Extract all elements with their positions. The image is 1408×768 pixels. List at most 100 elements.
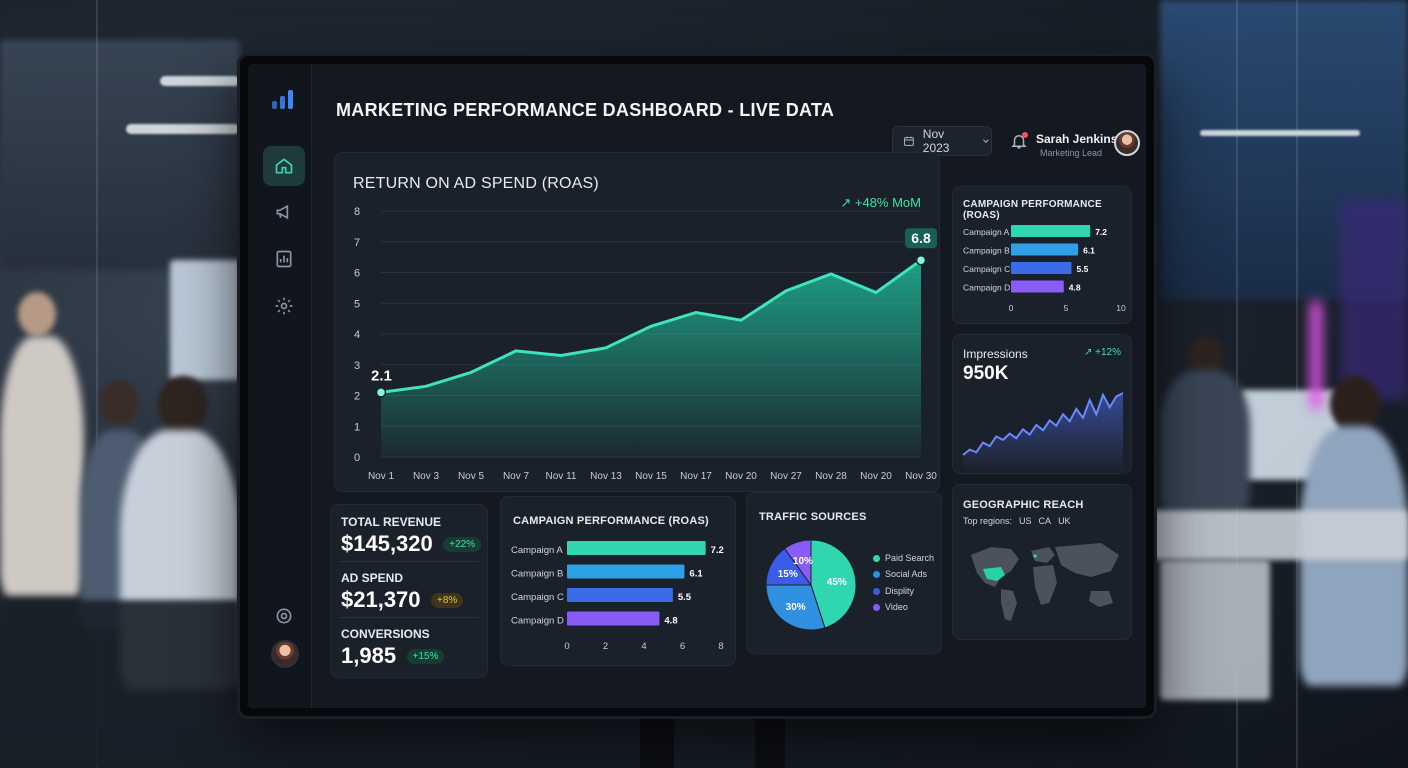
y-tick-label: 5 bbox=[354, 298, 360, 310]
legend-social-ads: Social Ads bbox=[873, 569, 927, 579]
home-icon[interactable] bbox=[263, 146, 305, 186]
pie-slice-label: 45% bbox=[827, 577, 847, 588]
bar-category-label: Campaign D bbox=[963, 283, 1010, 293]
roas-title: RETURN ON AD SPEND (ROAS) bbox=[353, 175, 599, 192]
bar-campaign-a bbox=[1011, 225, 1091, 237]
traffic-pie-chart: 45% 30% 15% 10% bbox=[765, 539, 857, 631]
x-tick-label: Nov 5 bbox=[458, 471, 485, 482]
megaphone-icon[interactable] bbox=[263, 192, 305, 232]
bar-category-label: Campaign B bbox=[511, 569, 563, 580]
pie-slice-label: 10% bbox=[793, 556, 813, 567]
data-point bbox=[649, 324, 653, 328]
impressions-label: Impressions bbox=[963, 347, 1028, 361]
x-tick-label: Nov 28 bbox=[815, 471, 847, 482]
x-tick-label: Nov 13 bbox=[590, 471, 622, 482]
bar-value-label: 5.5 bbox=[1077, 264, 1089, 274]
bar-value-label: 7.2 bbox=[1095, 227, 1107, 237]
end-point-marker bbox=[915, 254, 927, 266]
kpi-conv-value: 1,985 bbox=[341, 643, 397, 668]
monitor: MARKETING PERFORMANCE DASHBOARD - LIVE D… bbox=[240, 56, 1154, 716]
impressions-chart bbox=[962, 392, 1124, 469]
x-tick-label: Nov 11 bbox=[546, 471, 577, 482]
roas-area bbox=[381, 260, 921, 457]
x-tick-label: 0 bbox=[564, 641, 569, 652]
y-tick-label: 0 bbox=[354, 452, 360, 464]
x-tick-label: Nov 1 bbox=[368, 471, 395, 482]
y-tick-label: 1 bbox=[354, 421, 360, 433]
x-tick-label: Nov 20 bbox=[725, 471, 757, 482]
kpi-revenue-value: $145,320 bbox=[341, 531, 433, 556]
y-tick-label: 2 bbox=[354, 391, 360, 403]
bar-campaign-c bbox=[567, 588, 673, 602]
start-point-marker bbox=[375, 387, 387, 398]
sidebar bbox=[248, 64, 312, 708]
x-tick-label: Nov 27 bbox=[770, 471, 802, 482]
data-point bbox=[469, 370, 473, 374]
x-tick-label: Nov 17 bbox=[680, 471, 712, 482]
avatar[interactable] bbox=[271, 640, 299, 668]
x-tick-label: 2 bbox=[603, 641, 608, 652]
data-point bbox=[559, 354, 563, 358]
report-icon[interactable] bbox=[263, 239, 305, 279]
divider bbox=[339, 617, 479, 618]
roas-start-label: 2.1 bbox=[371, 367, 392, 384]
bar-campaign-d bbox=[1011, 280, 1064, 293]
date-picker[interactable]: Nov 2023 bbox=[892, 126, 992, 156]
campaign-performance-card-bottom: CAMPAIGN PERFORMANCE (ROAS) Campaign A 7.… bbox=[500, 496, 736, 666]
geographic-reach-card: GEOGRAPHIC REACH Top regions: US CA UK bbox=[952, 484, 1132, 640]
x-tick-label: 6 bbox=[680, 641, 685, 652]
roas-end-badge bbox=[905, 228, 937, 249]
pie-slice-social-ads bbox=[765, 584, 826, 631]
pie-slice-label: 15% bbox=[778, 569, 798, 580]
data-point bbox=[874, 290, 878, 294]
legend-display: Displity bbox=[873, 586, 914, 596]
bar-campaign-d bbox=[567, 611, 660, 626]
legend-video: Video bbox=[873, 602, 908, 612]
bar-campaign-b bbox=[1011, 243, 1079, 256]
bar-value-label: 4.8 bbox=[1069, 283, 1081, 293]
campaign-top-chart: Campaign A 7.2 Campaign B 6.1 Campaign C 5.5 C… bbox=[963, 225, 1126, 313]
user-avatar[interactable] bbox=[1114, 130, 1140, 156]
y-tick-label: 6 bbox=[354, 268, 360, 280]
data-point bbox=[604, 346, 608, 350]
bell-icon[interactable] bbox=[1010, 132, 1028, 150]
x-tick-label: 5 bbox=[1064, 303, 1069, 313]
x-tick-label: Nov 30 bbox=[905, 471, 937, 482]
kpi-revenue-label: TOTAL REVENUE bbox=[341, 515, 442, 529]
roas-end-label: 6.8 bbox=[911, 230, 931, 246]
x-tick-label: Nov 15 bbox=[635, 471, 667, 482]
kpi-spend-badge: +8% bbox=[430, 593, 464, 608]
support-icon[interactable] bbox=[263, 596, 305, 636]
campaign-performance-card-top: CAMPAIGN PERFORMANCE (ROAS) Campaign A 7.… bbox=[952, 186, 1132, 324]
roas-change: ↗ +48% MoM bbox=[840, 195, 921, 210]
traffic-sources-card: TRAFFIC SOURCES 45% 30% 15% 10% Paid Search… bbox=[746, 492, 942, 654]
bar-campaign-c bbox=[1011, 262, 1072, 274]
geo-regions: Top regions: US CA UK bbox=[963, 516, 1071, 526]
campaign-top-title: CAMPAIGN PERFORMANCE (ROAS) bbox=[963, 199, 1102, 221]
data-point bbox=[829, 272, 833, 276]
gear-icon[interactable] bbox=[263, 286, 305, 326]
impressions-value: 950K bbox=[963, 363, 1009, 384]
bar-value-label: 7.2 bbox=[711, 545, 724, 556]
bar-category-label: Campaign A bbox=[963, 227, 1010, 237]
chevron-down-icon bbox=[983, 139, 989, 143]
x-tick-label: 10 bbox=[1116, 303, 1126, 313]
bar-campaign-a bbox=[567, 541, 706, 555]
bar-value-label: 4.8 bbox=[664, 616, 677, 627]
pie-slice-label: 30% bbox=[786, 602, 806, 613]
impressions-line bbox=[962, 392, 1124, 456]
bar-category-label: Campaign C bbox=[511, 592, 564, 603]
data-point bbox=[739, 318, 743, 322]
kpi-conv-badge: +15% bbox=[406, 649, 445, 664]
data-point bbox=[784, 289, 788, 293]
kpi-spend-label: AD SPEND bbox=[341, 571, 404, 585]
kpi-card: TOTAL REVENUE $145,320 +22% AD SPEND $21… bbox=[330, 504, 488, 678]
x-tick-label: Nov 3 bbox=[413, 471, 440, 482]
y-tick-label: 8 bbox=[354, 206, 360, 218]
x-tick-label: 0 bbox=[1009, 303, 1014, 313]
data-point bbox=[694, 310, 698, 314]
data-point bbox=[424, 384, 428, 388]
kpi-revenue-badge: +22% bbox=[443, 537, 482, 552]
data-point bbox=[514, 349, 518, 353]
date-value: Nov 2023 bbox=[922, 127, 950, 155]
